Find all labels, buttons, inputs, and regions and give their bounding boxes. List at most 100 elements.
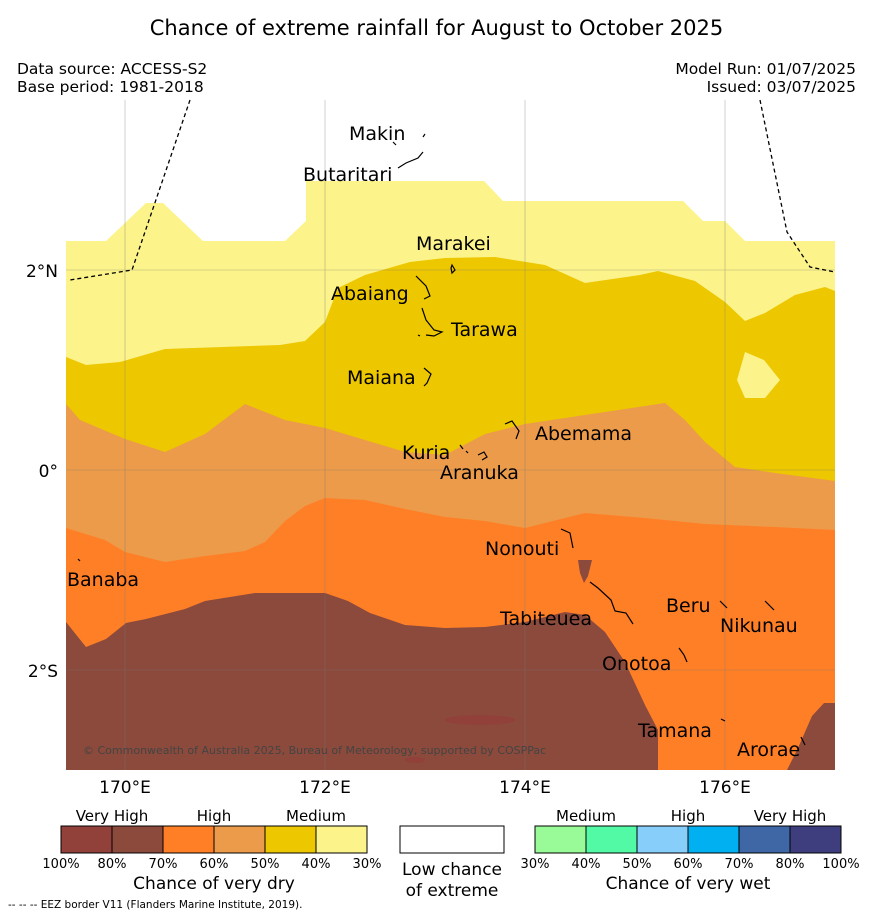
dry-tick: 70% bbox=[149, 857, 178, 872]
place-labels: Makin Butaritari Marakei Abaiang Tarawa … bbox=[67, 123, 800, 761]
wet-category-label: Medium bbox=[556, 807, 616, 825]
lat-label: 2°S bbox=[28, 662, 58, 682]
kuria-outline bbox=[459, 444, 469, 454]
medium-dry-pocket bbox=[737, 352, 780, 398]
dry-swatches bbox=[60, 825, 368, 854]
wet-tick: 60% bbox=[674, 857, 703, 872]
wet-tick: 50% bbox=[623, 857, 652, 872]
label-abaiang: Abaiang bbox=[331, 283, 409, 305]
lon-label: 172°E bbox=[299, 778, 351, 798]
arorae-outline bbox=[800, 736, 806, 746]
label-makin: Makin bbox=[349, 123, 405, 145]
dry-tick: 100% bbox=[42, 857, 79, 872]
maiana-outline bbox=[423, 367, 432, 387]
tamana-outline bbox=[720, 718, 726, 722]
tarawa-outline bbox=[417, 307, 444, 337]
label-onotoa: Onotoa bbox=[602, 653, 671, 675]
label-arorae: Arorae bbox=[737, 739, 800, 761]
marakei-outline bbox=[450, 263, 456, 275]
source-info: Data source: ACCESS-S2 Base period: 1981… bbox=[17, 60, 207, 96]
model-run-text: Model Run: 01/07/2025 bbox=[675, 60, 856, 78]
wet-swatch bbox=[687, 825, 740, 854]
banaba-outline bbox=[77, 558, 81, 562]
dry-swatch bbox=[264, 825, 317, 854]
dry-tick: 60% bbox=[200, 857, 229, 872]
beru-outline bbox=[719, 600, 728, 609]
label-nikunau: Nikunau bbox=[720, 615, 798, 637]
wet-swatches bbox=[534, 825, 842, 854]
label-tamana: Tamana bbox=[637, 720, 712, 742]
lon-label: 176°E bbox=[699, 778, 751, 798]
dry-legend-label: Chance of very dry bbox=[133, 874, 295, 894]
wet-tick: 80% bbox=[776, 857, 805, 872]
low-chance-label-2: of extreme bbox=[406, 881, 499, 901]
very-high-dry-patch bbox=[578, 560, 592, 583]
lon-label: 170°E bbox=[99, 778, 151, 798]
makin-outline bbox=[392, 133, 426, 146]
map-title: Chance of extreme rainfall for August to… bbox=[149, 16, 724, 40]
low-chance-label-1: Low chance bbox=[402, 860, 502, 880]
low-chance-legend: Low chance of extreme bbox=[399, 825, 505, 901]
dry-tick: 80% bbox=[98, 857, 127, 872]
wet-swatch bbox=[534, 825, 587, 854]
nikunau-outline bbox=[764, 600, 775, 611]
very-high-dry-area bbox=[66, 593, 658, 770]
lat-label: 0° bbox=[39, 462, 58, 482]
copyright-text: © Commonwealth of Australia 2025, Bureau… bbox=[83, 744, 546, 757]
wet-legend: Medium High Very High 30% 40% 50% 60% 70… bbox=[521, 807, 860, 894]
lon-axis-labels: 170°E 172°E 174°E 176°E bbox=[99, 778, 751, 798]
wet-category-label: High bbox=[671, 807, 705, 825]
wet-legend-label: Chance of very wet bbox=[606, 874, 771, 894]
lon-label: 174°E bbox=[499, 778, 551, 798]
wet-category-label: Very High bbox=[754, 807, 827, 825]
dry-legend-frame bbox=[60, 825, 368, 854]
dry-swatch bbox=[162, 825, 215, 854]
dry-category-label: Very High bbox=[76, 807, 149, 825]
label-banaba: Banaba bbox=[67, 569, 139, 591]
grid-lines bbox=[66, 100, 835, 770]
wet-swatch bbox=[789, 825, 842, 854]
aranuka-outline bbox=[477, 451, 488, 461]
wet-tick: 40% bbox=[572, 857, 601, 872]
dry-tick: 40% bbox=[302, 857, 331, 872]
label-maiana: Maiana bbox=[347, 367, 416, 389]
wet-tick: 70% bbox=[725, 857, 754, 872]
wet-swatch bbox=[585, 825, 638, 854]
base-period-text: Base period: 1981-2018 bbox=[17, 78, 204, 96]
label-abemama: Abemama bbox=[535, 423, 632, 445]
nonouti-outline bbox=[560, 528, 574, 549]
eez-footnote: -- -- -- EEZ border V11 (Flanders Marine… bbox=[8, 899, 303, 911]
label-marakei: Marakei bbox=[416, 233, 491, 255]
dry-swatch bbox=[60, 825, 113, 854]
dry-category-label: High bbox=[197, 807, 231, 825]
dry-tick: 30% bbox=[353, 857, 382, 872]
very-high-dry-area-east bbox=[787, 703, 835, 770]
label-butaritari: Butaritari bbox=[303, 164, 392, 186]
dry-legend: Very High High Medium 100% 80% 70% 60% 5… bbox=[42, 807, 381, 894]
onotoa-outline bbox=[678, 647, 688, 663]
dry-swatch bbox=[213, 825, 266, 854]
very-high-dry-patch bbox=[405, 757, 425, 763]
dry-category-label: Medium bbox=[286, 807, 346, 825]
wet-tick: 100% bbox=[822, 857, 859, 872]
very-high-dry-patch bbox=[445, 715, 515, 725]
wet-legend-frame bbox=[534, 825, 842, 854]
dry-tick: 50% bbox=[251, 857, 280, 872]
eez-border bbox=[69, 99, 836, 281]
data-source-text: Data source: ACCESS-S2 bbox=[17, 60, 208, 78]
label-tarawa: Tarawa bbox=[450, 319, 518, 341]
dry-swatch bbox=[315, 825, 368, 854]
low-chance-swatch bbox=[399, 825, 505, 854]
butaritari-outline bbox=[397, 151, 424, 169]
abaiang-outline bbox=[415, 275, 431, 300]
label-tabiteuea: Tabiteuea bbox=[499, 608, 592, 630]
wet-swatch bbox=[636, 825, 689, 854]
shaded-regions bbox=[66, 100, 835, 770]
issued-text: Issued: 03/07/2025 bbox=[706, 78, 856, 96]
island-outlines bbox=[77, 133, 806, 746]
lat-axis-labels: 2°N 0° 2°S bbox=[26, 262, 58, 682]
tabiteuea-outline bbox=[589, 581, 634, 625]
label-nonouti: Nonouti bbox=[485, 538, 559, 560]
wet-tick: 30% bbox=[521, 857, 550, 872]
